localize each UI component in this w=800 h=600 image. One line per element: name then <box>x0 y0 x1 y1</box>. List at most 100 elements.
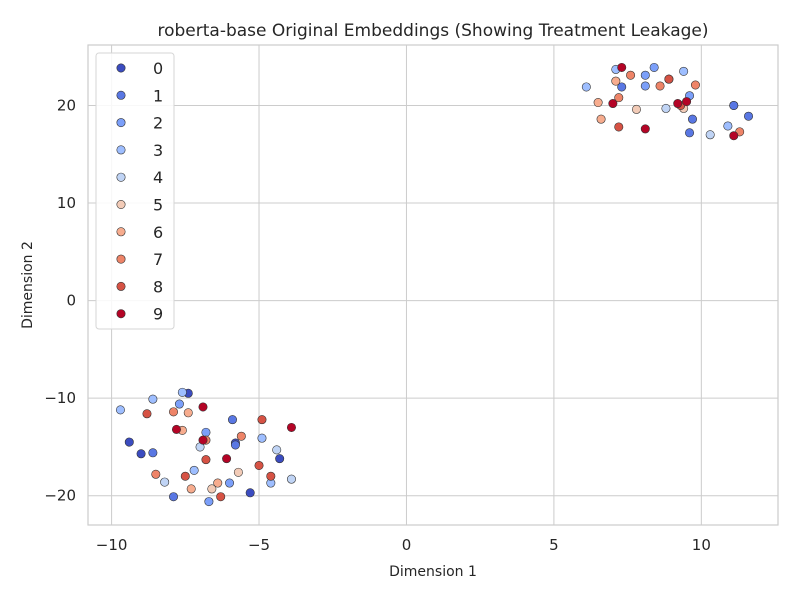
legend-marker <box>116 172 126 182</box>
legend-label: 1 <box>153 86 163 105</box>
y-tick-label: 0 <box>66 292 76 310</box>
scatter-point-class-0 <box>136 449 146 459</box>
scatter-point-class-9 <box>222 454 232 464</box>
scatter-point-class-3 <box>177 387 187 397</box>
scatter-point-class-0 <box>124 437 134 447</box>
scatter-point-class-8 <box>180 471 190 481</box>
scatter-point-class-7 <box>151 469 161 479</box>
scatter-point-class-7 <box>236 431 246 441</box>
scatter-point-class-8 <box>254 460 264 470</box>
legend-frame <box>95 52 175 330</box>
legend-label: 5 <box>153 196 163 215</box>
y-tick-labels: −20 −10 0 10 20 <box>44 96 76 504</box>
legend-label: 9 <box>153 305 163 324</box>
scatter-point-class-9 <box>729 131 739 141</box>
scatter-point-class-9 <box>286 422 296 432</box>
scatter-point-class-9 <box>673 99 683 109</box>
scatter-point-class-1 <box>230 440 240 450</box>
scatter-point-class-3 <box>723 121 733 131</box>
scatter-point-class-9 <box>171 424 181 434</box>
legend-marker <box>116 309 126 319</box>
legend-label: 8 <box>153 277 163 296</box>
scatter-point-class-0 <box>275 454 285 464</box>
scatter-point-class-9 <box>608 99 618 109</box>
x-tick-label: 0 <box>402 536 412 554</box>
x-tick-label: −10 <box>96 536 128 554</box>
legend-marker <box>116 63 126 73</box>
x-tick-labels: −10 −5 0 5 10 <box>96 536 711 554</box>
x-tick-label: −5 <box>248 536 270 554</box>
legend-marker <box>116 145 126 155</box>
plot-frame <box>87 44 779 526</box>
scatter-point-class-3 <box>679 66 689 76</box>
scatter-point-class-8 <box>664 74 674 84</box>
scatter-point-class-2 <box>649 62 659 72</box>
scatter-point-class-1 <box>729 100 739 110</box>
scatter-point-class-6 <box>593 98 603 108</box>
scatter-point-class-1 <box>687 114 697 124</box>
scatter-point-class-1 <box>227 415 237 425</box>
scatter-point-class-2 <box>174 399 184 409</box>
scatter-point-class-2 <box>225 478 235 488</box>
scatter-point-class-6 <box>596 114 606 124</box>
legend-label: 2 <box>153 114 163 133</box>
scatter-point-class-8 <box>257 415 267 425</box>
y-tick-label: 10 <box>57 194 76 212</box>
scatter-point-class-3 <box>189 465 199 475</box>
scatter-point-class-8 <box>201 455 211 465</box>
scatter-point-class-5 <box>207 484 217 494</box>
x-tick-label: 10 <box>692 536 711 554</box>
scatter-point-class-9 <box>617 62 627 72</box>
scatter-point-class-6 <box>213 478 223 488</box>
scatter-point-class-5 <box>233 467 243 477</box>
legend-label: 3 <box>153 141 163 160</box>
legend-marker <box>116 90 126 100</box>
scatter-point-class-5 <box>631 104 641 114</box>
scatter-point-class-2 <box>640 81 650 91</box>
x-tick-label: 5 <box>549 536 559 554</box>
legend-marker <box>116 200 126 210</box>
scatter-point-class-4 <box>272 445 282 455</box>
scatter-point-class-3 <box>148 394 158 404</box>
legend-marker <box>116 254 126 264</box>
scatter-point-class-7 <box>169 407 179 417</box>
scatter-point-class-4 <box>705 130 715 140</box>
y-tick-label: 20 <box>57 96 76 114</box>
legend-label: 7 <box>153 250 163 269</box>
x-axis-label: Dimension 1 <box>389 564 477 580</box>
scatter-point-class-8 <box>216 492 226 502</box>
legend-label: 6 <box>153 223 163 242</box>
legend-marker <box>116 118 126 128</box>
y-axis-label: Dimension 2 <box>20 241 36 329</box>
legend: 0 1 2 3 4 5 6 7 8 9 <box>95 52 175 330</box>
scatter-point-class-4 <box>160 477 170 487</box>
data-points <box>115 62 754 507</box>
scatter-point-class-1 <box>744 111 754 121</box>
scatter-point-class-9 <box>640 124 650 134</box>
scatter-point-class-7 <box>655 81 665 91</box>
scatter-point-class-2 <box>204 497 214 507</box>
scatter-point-class-7 <box>614 93 624 103</box>
scatter-point-class-9 <box>198 435 208 445</box>
scatter-point-class-6 <box>611 76 621 86</box>
scatter-point-class-1 <box>685 128 695 138</box>
scatter-point-class-3 <box>581 82 591 92</box>
y-tick-label: −20 <box>44 487 76 505</box>
scatter-point-class-6 <box>186 484 196 494</box>
scatter-point-class-8 <box>614 122 624 132</box>
scatter-point-class-4 <box>661 103 671 113</box>
legend-label: 0 <box>153 59 163 78</box>
scatter-point-class-9 <box>198 402 208 412</box>
scatter-point-class-1 <box>617 82 627 92</box>
scatter-point-class-1 <box>148 448 158 458</box>
scatter-point-class-1 <box>169 492 179 502</box>
scatter-point-class-7 <box>626 70 636 80</box>
scatter-point-class-8 <box>142 409 152 419</box>
scatter-point-class-6 <box>183 408 193 418</box>
scatter-point-class-3 <box>257 433 267 443</box>
legend-label: 4 <box>153 168 163 187</box>
chart-title: roberta-base Original Embeddings (Showin… <box>157 21 708 41</box>
scatter-point-class-2 <box>640 70 650 80</box>
scatter-point-class-0 <box>245 488 255 498</box>
scatter-point-class-9 <box>682 97 692 107</box>
